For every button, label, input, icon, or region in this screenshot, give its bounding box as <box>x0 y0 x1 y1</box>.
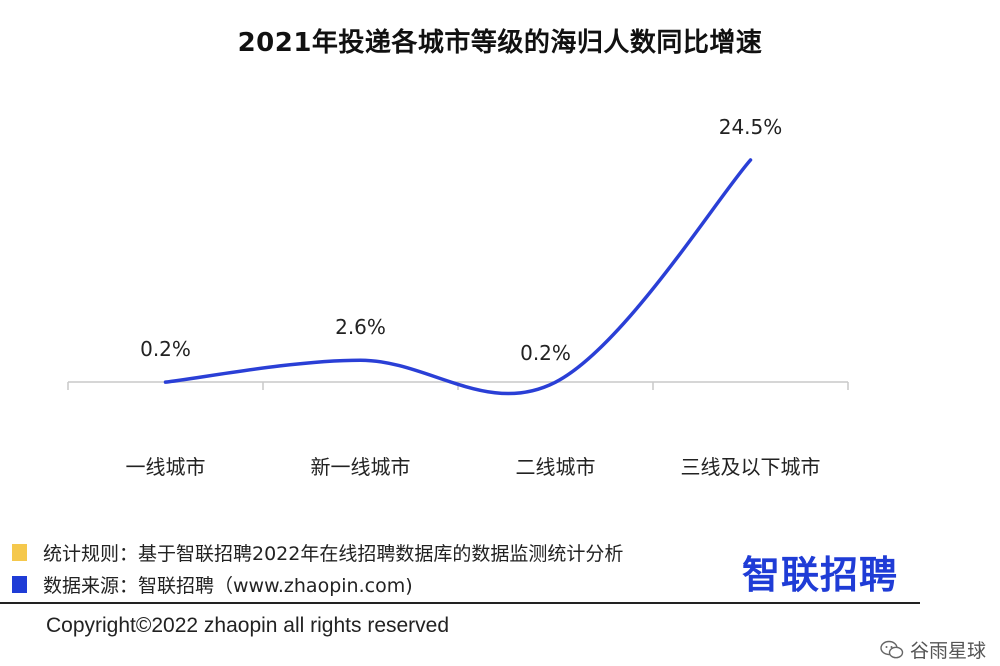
x-tick-labels: 一线城市 新一线城市 二线城市 三线及以下城市 <box>126 455 821 479</box>
x-tick-label: 新一线城市 <box>311 455 411 479</box>
x-tick-label: 三线及以下城市 <box>681 455 821 479</box>
chart-title: 2021年投递各城市等级的海归人数同比增速 <box>237 28 763 58</box>
notes: 统计规则：基于智联招聘2022年在线招聘数据库的数据监测统计分析 数据来源：智联… <box>12 536 623 600</box>
brand-logo: 智联招聘 <box>742 553 899 597</box>
series-line <box>163 158 753 396</box>
note-source: 数据来源：智联招聘（www.zhaopin.com) <box>12 568 623 600</box>
data-labels: 0.2% 2.6% 0.2% 24.5% <box>140 115 782 365</box>
watermark-text: 谷雨星球 <box>909 640 986 662</box>
data-label: 24.5% <box>719 115 783 139</box>
note-source-text: 数据来源：智联招聘（www.zhaopin.com) <box>43 574 413 597</box>
watermark: 谷雨星球 <box>880 636 986 663</box>
wechat-icon <box>880 640 904 658</box>
data-label: 2.6% <box>335 315 386 339</box>
note-rule-swatch <box>12 543 27 561</box>
data-label: 0.2% <box>520 341 571 365</box>
note-source-swatch <box>12 575 27 593</box>
note-rule-text: 统计规则：基于智联招聘2022年在线招聘数据库的数据监测统计分析 <box>43 542 624 565</box>
copyright-text: Copyright©2022 zhaopin all rights reserv… <box>46 614 450 637</box>
line-chart: 0.2% 2.6% 0.2% 24.5% 一线城市 新一线城市 二线城市 三线及以下城市 <box>67 115 849 479</box>
note-rule: 统计规则：基于智联招聘2022年在线招聘数据库的数据监测统计分析 <box>12 536 623 568</box>
footer-divider <box>0 602 920 604</box>
x-tick-label: 一线城市 <box>126 455 206 479</box>
series-line-group <box>163 158 753 396</box>
x-tick-label: 二线城市 <box>516 455 596 479</box>
data-label: 0.2% <box>140 337 191 361</box>
